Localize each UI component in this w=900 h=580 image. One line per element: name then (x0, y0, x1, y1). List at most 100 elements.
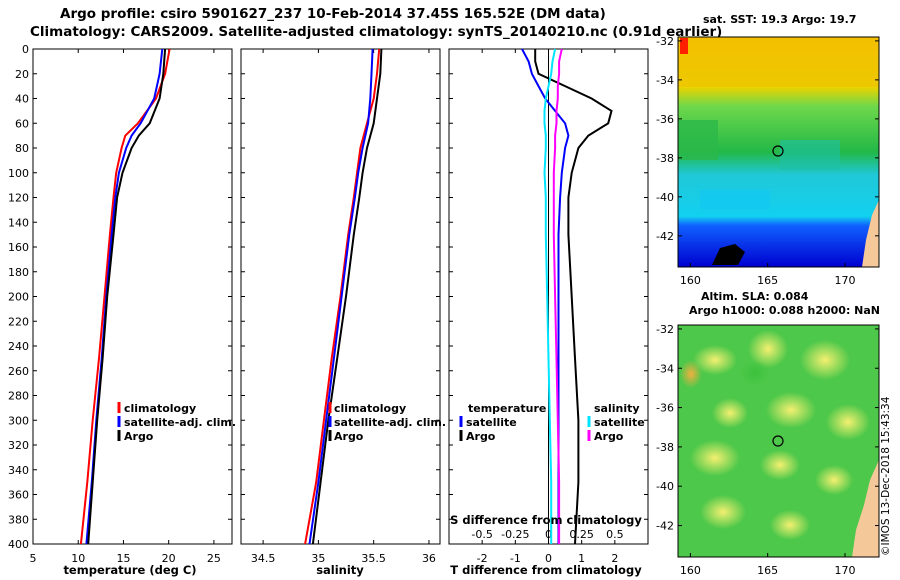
sst-lat-ticks: -32-34-36-38-40-42 (656, 35, 879, 243)
series-line-salinity-argo (552, 48, 563, 544)
x-tick-label: -2 (477, 552, 488, 565)
sst-cold-spot (712, 244, 745, 265)
y-tick-label: 40 (15, 93, 29, 106)
difference-legend-temperature: temperature satellite Argo (459, 402, 546, 443)
series-line-argo (311, 48, 383, 545)
x-tick-label: 34.5 (251, 552, 276, 565)
x-tick-label: 0 (545, 552, 552, 565)
y-tick-label: 300 (8, 414, 29, 427)
salinity-legend: climatology satellite-adj. clim. Argo (328, 402, 446, 443)
legend-title-temperature: temperature (468, 402, 546, 415)
sla-blob (690, 440, 740, 476)
imos-credit: ©IMOS 13-Dec-2018 15:43:34 (880, 396, 892, 556)
salinity-frame (240, 48, 441, 545)
difference-panel: -2 -1 0 1 2 -0.5 -0.25 0 0.25 0.5 (448, 48, 649, 565)
lat-tick-label: -34 (656, 74, 674, 87)
sst-map-title: sat. SST: 19.3 Argo: 19.7 (703, 13, 857, 26)
sla-blob (800, 340, 850, 380)
y-tick-label: 0 (22, 43, 29, 56)
legend-t-satellite: satellite (466, 416, 517, 429)
y-tick-label: 100 (8, 167, 29, 180)
lat-tick-label: -38 (656, 441, 674, 454)
lon-tick-label: 160 (680, 564, 701, 577)
lat-tick-label: -42 (656, 230, 674, 243)
series-line-satellite-adj-clim- (308, 48, 374, 545)
difference-frame (448, 48, 649, 545)
sst-land (862, 200, 879, 267)
x-tick-label: 20 (162, 552, 176, 565)
x-tick-label: 25 (207, 552, 221, 565)
sla-blob (748, 330, 788, 368)
depth-tick-labels: 0 20 40 60 80 100 120 140 160 180 200 220 240 260 280 3… (8, 43, 29, 551)
sst-field (678, 37, 879, 267)
y-tick-label: 140 (8, 216, 29, 229)
legend-s-satellite: satellite (594, 416, 645, 429)
y-tick-label: 180 (8, 266, 29, 279)
sla-blob (815, 465, 853, 495)
series-line-climatology (304, 48, 381, 545)
difference-xlabel: T difference from climatology (450, 563, 642, 577)
series-line-climatology (79, 48, 171, 545)
series-line-temperature-satellite (521, 48, 570, 544)
difference-xlabel-top: S difference from climatology (450, 513, 642, 527)
sla-map (677, 324, 880, 558)
x-tick-label: 35 (311, 552, 325, 565)
temperature-xlabel: temperature (deg C) (63, 563, 196, 577)
sla-lat-ticks: -32 -34 -36 -38 -40 -42 (656, 323, 879, 533)
lat-tick-label: -42 (656, 520, 674, 533)
lat-tick-label: -40 (656, 191, 674, 204)
y-tick-label: 160 (8, 241, 29, 254)
x-tick-label: 5 (30, 552, 37, 565)
lat-tick-label: -36 (656, 402, 674, 415)
sla-blob (693, 345, 737, 375)
y-tick-label: 120 (8, 192, 29, 205)
sst-lon-ticks: 160 165 170 (680, 263, 855, 287)
title-line-1: Argo profile: csiro 5901627_237 10-Feb-2… (60, 6, 606, 22)
sla-blob (826, 404, 870, 440)
y-tick-label: 240 (8, 340, 29, 353)
argo-location-marker (772, 145, 784, 157)
lat-tick-label: -38 (656, 152, 674, 165)
y-tick-label: 360 (8, 489, 29, 502)
legend-satellite: satellite-adj. clim. (124, 416, 236, 429)
lat-tick-label: -34 (656, 362, 674, 375)
lon-tick-label: 170 (834, 564, 855, 577)
legend-argo: Argo (334, 430, 364, 443)
x-tick-label: 36 (422, 552, 436, 565)
sla-blob (766, 392, 816, 428)
salinity-panel: 34.5 35 35.5 36 (240, 48, 441, 565)
y-tick-label: 280 (8, 390, 29, 403)
x-top-tick-label: 0.25 (569, 528, 594, 541)
y-tick-label: 260 (8, 365, 29, 378)
temperature-legend: climatology satellite-adj. clim. Argo (117, 402, 236, 443)
legend-climatology: climatology (124, 402, 196, 415)
y-tick-label: 320 (8, 439, 29, 452)
x-tick-label: 2 (611, 552, 618, 565)
sla-blob (700, 495, 746, 529)
y-tick-label: 220 (8, 315, 29, 328)
sla-blob (712, 398, 748, 428)
x-top-tick-label: 0.5 (606, 528, 624, 541)
x-top-tick-label: -0.25 (501, 528, 529, 541)
y-tick-label: 400 (8, 538, 29, 551)
legend-t-argo: Argo (466, 430, 496, 443)
x-tick-label: 35.5 (361, 552, 386, 565)
lat-tick-label: -40 (656, 480, 674, 493)
sla-land (852, 460, 879, 557)
temperature-panel: 5 10 15 20 25 (30, 48, 233, 565)
title-line-2: Climatology: CARS2009. Satellite-adjuste… (30, 24, 723, 40)
sst-patch (700, 190, 770, 210)
sst-frame (677, 36, 880, 268)
sla-lon-ticks: 160 165 170 (680, 553, 855, 577)
salinity-xlabel: salinity (316, 563, 364, 577)
sla-frame (677, 324, 880, 558)
lat-tick-label: -32 (656, 323, 674, 336)
argo-location-marker (772, 435, 784, 447)
x-tick-label: 1 (578, 552, 585, 565)
lon-tick-label: 160 (680, 274, 701, 287)
x-tick-label: 15 (116, 552, 130, 565)
lat-tick-label: -36 (656, 113, 674, 126)
series-line-satellite-adj-clim- (85, 48, 164, 545)
y-tick-label: 60 (15, 117, 29, 130)
series-line-argo (87, 48, 167, 545)
